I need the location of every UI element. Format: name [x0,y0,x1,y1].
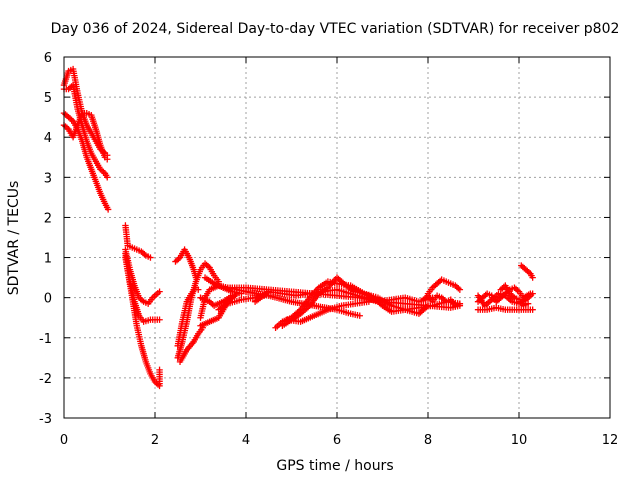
data-point [156,316,163,323]
y-tick-label: 2 [44,211,52,226]
series-track-8 [122,254,163,390]
data-point [156,288,163,295]
series-track-23 [283,298,373,325]
data-point [456,286,464,293]
y-tick-labels: -3 -2 -1 0 1 2 3 4 5 6 [39,51,52,427]
series-track-29 [518,262,536,281]
y-tick-label: -2 [39,372,52,387]
data-point [104,206,112,213]
series-track-16 [197,292,236,309]
series-track-19 [242,288,363,319]
y-axis-label: SDTVAR / TECUs [6,181,22,296]
y-tick-label: 4 [44,131,52,146]
y-tick-label: 3 [44,171,52,186]
series-track-17 [215,292,268,313]
x-tick-label: 12 [602,433,619,448]
data-point [529,274,536,281]
x-tick-label: 6 [333,433,341,448]
x-tick-label: 2 [151,433,159,448]
data-point [424,302,432,309]
x-tick-label: 0 [60,433,68,448]
data-point [195,286,202,293]
series-track-5 [122,222,154,261]
y-tick-label: 5 [44,91,52,106]
y-tick-label: 6 [44,51,52,66]
data-point [104,156,111,163]
data-point [356,312,363,319]
data-point [147,254,154,261]
x-tick-label: 10 [511,433,528,448]
data-point [229,292,236,299]
axis-ticks [63,56,611,419]
y-tick-label: -3 [39,412,52,427]
series-track-11 [174,284,202,349]
data-point [365,298,373,305]
x-axis-label: GPS time / hours [276,458,393,474]
y-tick-label: 1 [44,252,52,267]
data-point [529,290,536,297]
data-point [524,300,532,307]
chart-title: Day 036 of 2024, Sidereal Day-to-day VTE… [51,21,620,37]
data-marks [60,65,536,390]
x-tick-labels: 0 2 4 6 8 10 12 [60,433,618,448]
data-point [104,174,111,181]
series-track-2 [60,81,111,181]
y-tick-label: -1 [39,332,52,347]
data-point [456,300,464,307]
x-tick-label: 4 [242,433,250,448]
series-track-12 [176,324,206,366]
series-track-30 [497,282,532,309]
series-track-3 [60,109,112,213]
series-track-24 [424,276,464,297]
data-point [156,366,163,374]
y-tick-label: 0 [44,292,52,307]
series-track-25 [420,292,464,309]
x-tick-label: 8 [424,433,432,448]
data-point [529,306,536,313]
